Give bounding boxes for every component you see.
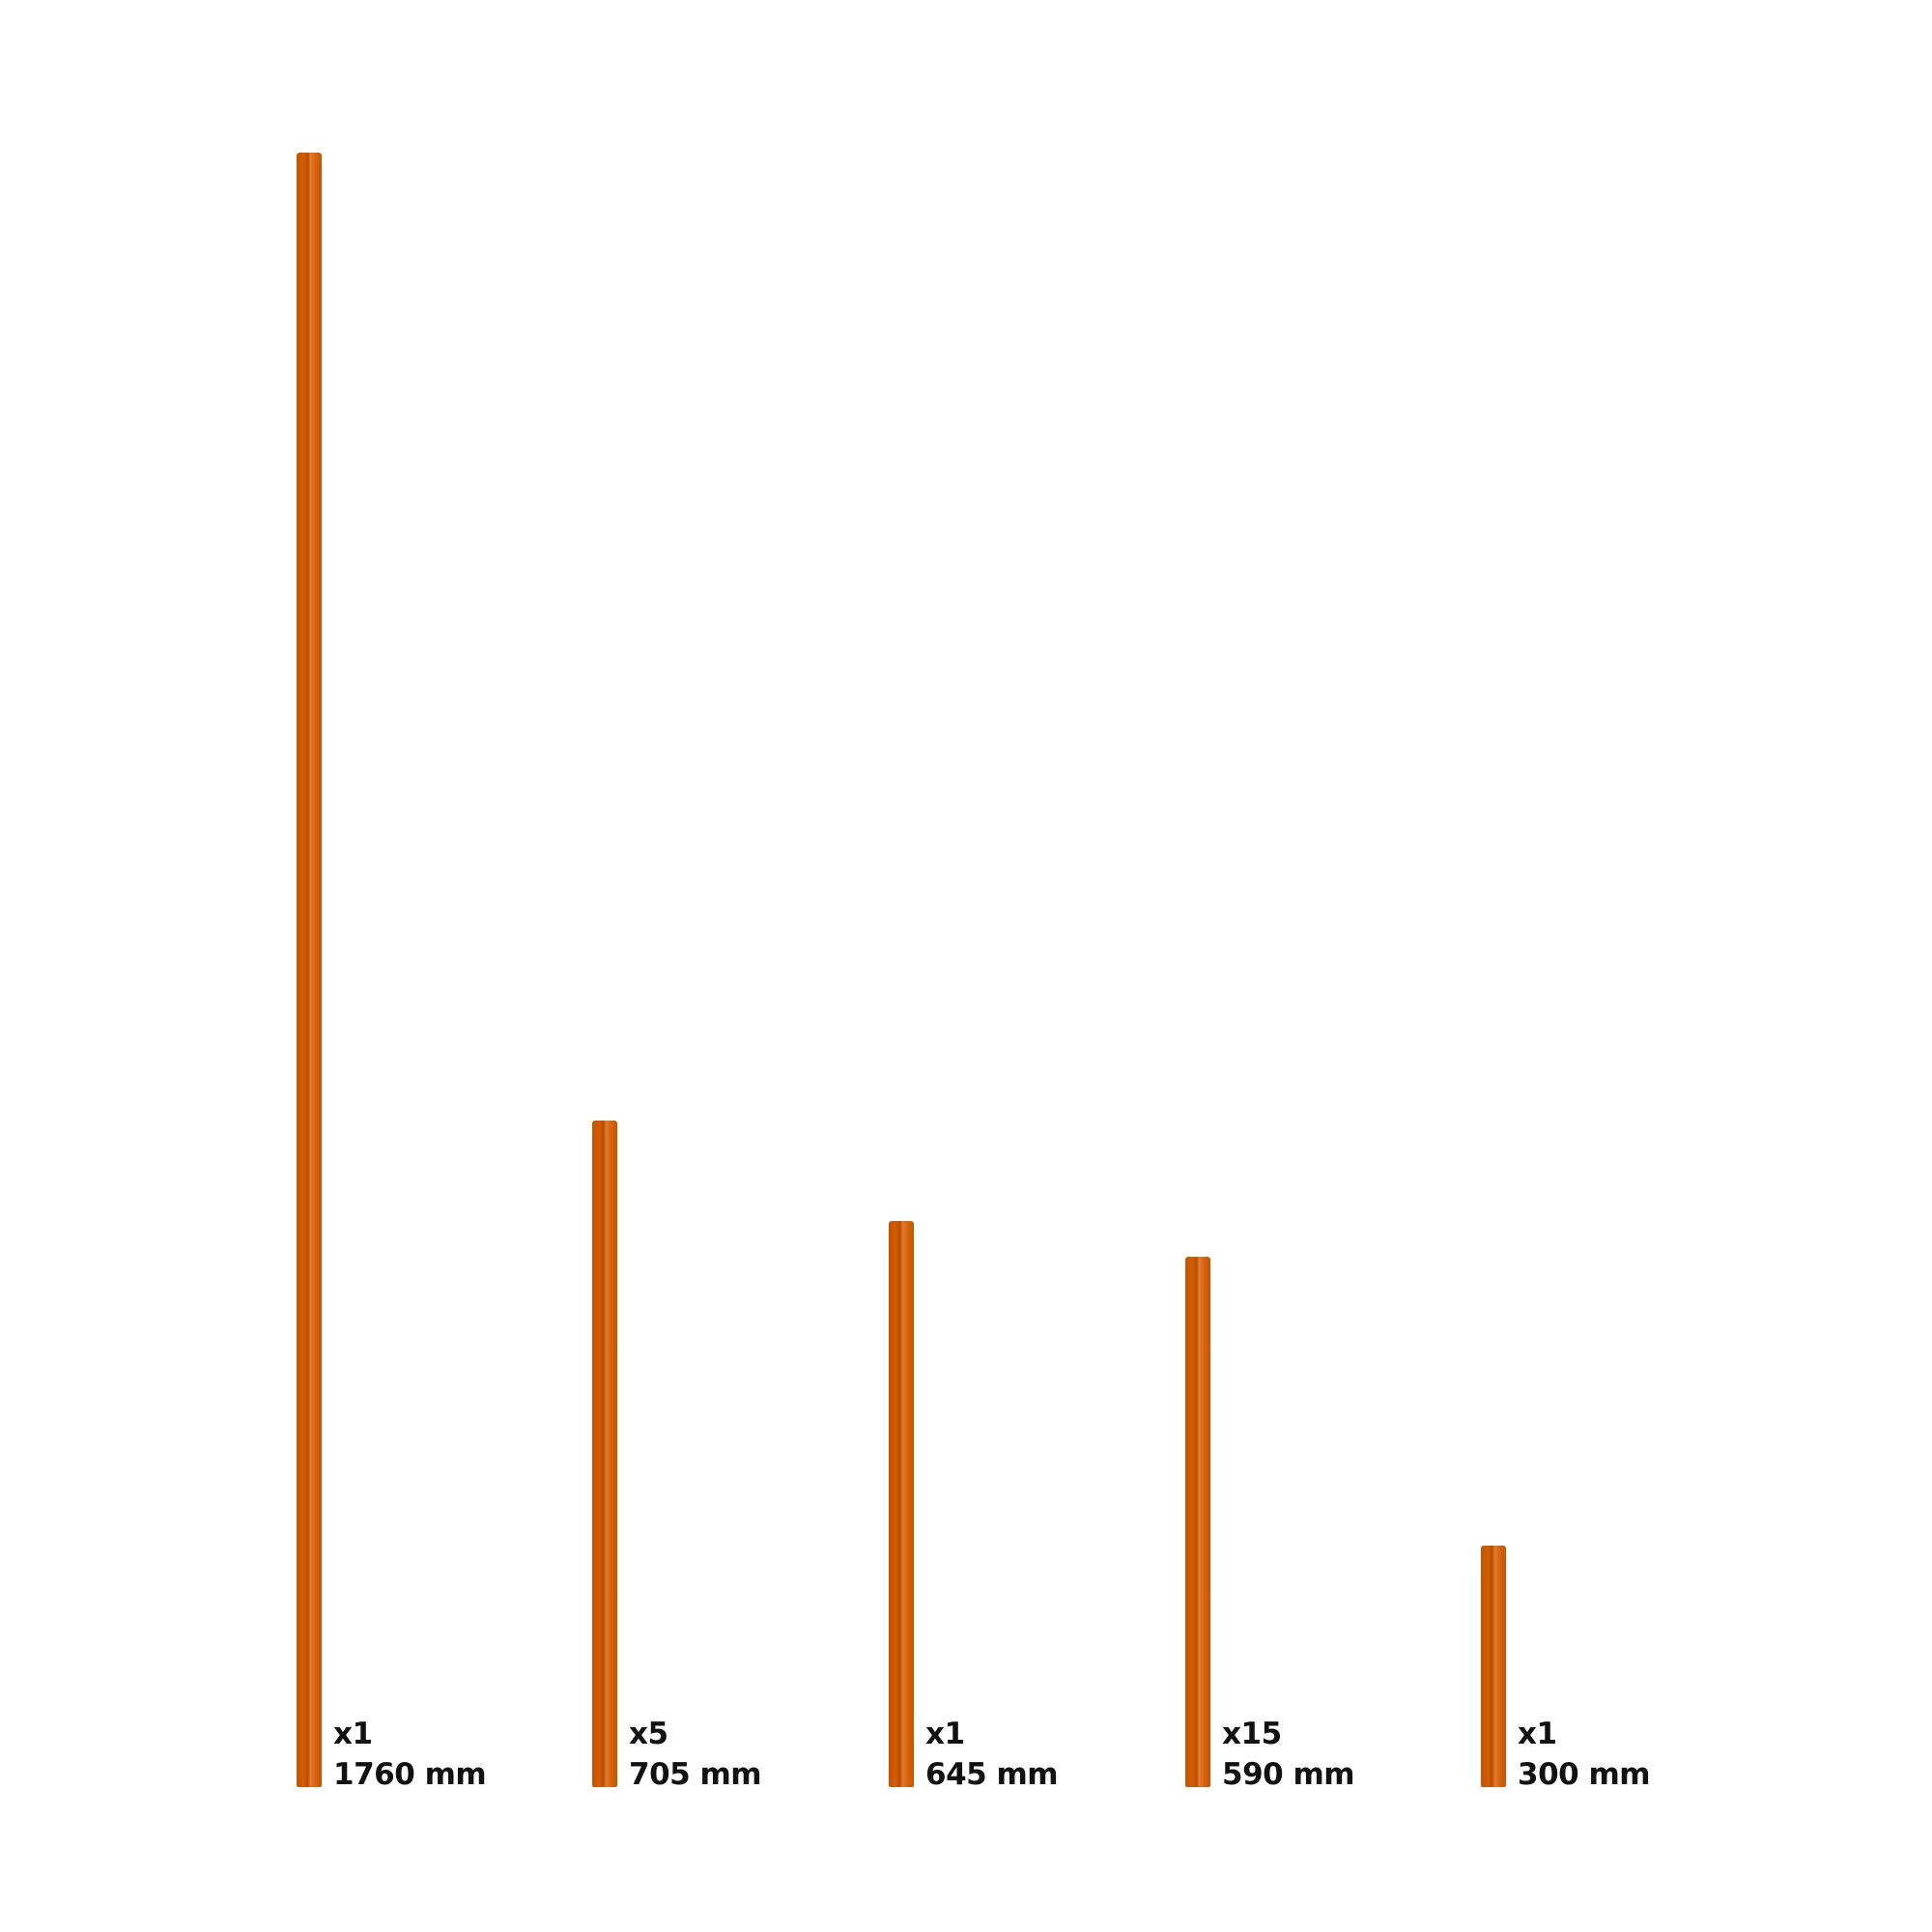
- rod-1: [297, 153, 322, 1787]
- rod-label: x15 590 mm: [1222, 1714, 1355, 1795]
- rod-length: 1760 mm: [333, 1757, 487, 1792]
- rod-quantity: x1: [333, 1717, 373, 1751]
- rod-length: 590 mm: [1222, 1757, 1355, 1792]
- rod-3: [889, 1221, 914, 1787]
- rod-quantity: x1: [1518, 1717, 1557, 1751]
- rod-2: [592, 1121, 617, 1787]
- rod-quantity: x5: [629, 1717, 668, 1751]
- rod-length: 300 mm: [1518, 1757, 1651, 1792]
- rod-quantity: x15: [1222, 1717, 1282, 1751]
- rod-4: [1185, 1257, 1210, 1787]
- rod-label: x5 705 mm: [629, 1714, 762, 1795]
- rod-quantity: x1: [925, 1717, 965, 1751]
- rod-length: 705 mm: [629, 1757, 762, 1792]
- rod-5: [1481, 1546, 1506, 1787]
- rod-label: x1 1760 mm: [333, 1714, 487, 1795]
- rod-label: x1 645 mm: [925, 1714, 1059, 1795]
- rod-length: 645 mm: [925, 1757, 1059, 1792]
- rod-label: x1 300 mm: [1518, 1714, 1651, 1795]
